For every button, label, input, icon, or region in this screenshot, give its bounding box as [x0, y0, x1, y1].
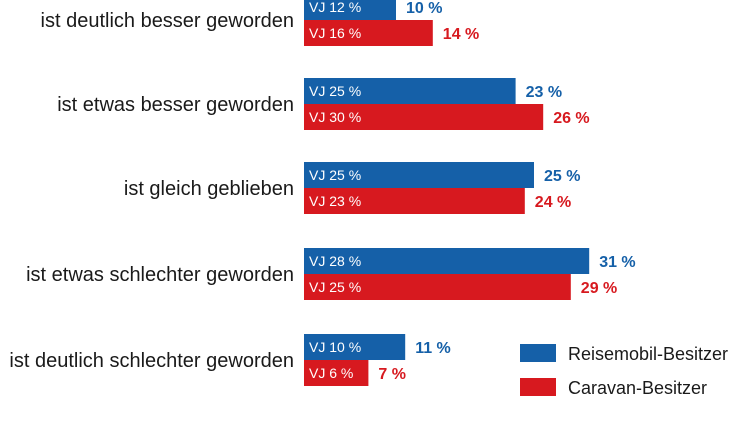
value-label: 29 %: [581, 280, 617, 297]
reisemobil-bar: [304, 78, 516, 104]
value-label: 23 %: [526, 84, 562, 101]
legend-swatch: [520, 344, 556, 362]
value-label: 31 %: [599, 254, 635, 271]
caravan-bar: [304, 274, 571, 300]
prev-year-label: VJ 12 %: [309, 0, 361, 15]
value-label: 11 %: [415, 340, 451, 357]
legend-label: Caravan-Besitzer: [568, 378, 707, 398]
category-label: ist etwas besser geworden: [57, 94, 294, 116]
legend-label: Reisemobil-Besitzer: [568, 344, 728, 364]
category-label: ist etwas schlechter geworden: [26, 264, 294, 286]
bars: VJ 12 % 10 % VJ 16 % 14 % VJ 25 % 23 % VJ 30 %…: [304, 0, 636, 386]
prev-year-label: VJ 25 %: [309, 279, 361, 295]
value-label: 26 %: [553, 110, 589, 127]
category-label: ist gleich geblieben: [124, 178, 294, 200]
caravan-bar: [304, 188, 525, 214]
value-label: 24 %: [535, 194, 571, 211]
prev-year-label: VJ 23 %: [309, 193, 361, 209]
value-label: 25 %: [544, 168, 580, 185]
value-label: 7 %: [378, 366, 406, 383]
prev-year-label: VJ 16 %: [309, 25, 361, 41]
value-label: 14 %: [443, 26, 479, 43]
prev-year-label: VJ 30 %: [309, 109, 361, 125]
reisemobil-bar: [304, 334, 406, 360]
prev-year-label: VJ 25 %: [309, 167, 361, 183]
legend-swatch: [520, 378, 556, 396]
reisemobil-bar: [304, 162, 534, 188]
legend: Reisemobil-Besitzer Caravan-Besitzer: [520, 344, 728, 398]
reisemobil-bar: [304, 248, 590, 274]
prev-year-label: VJ 28 %: [309, 253, 361, 269]
caravan-bar: [304, 360, 369, 386]
category-labels: ist deutlich besser geworden ist etwas be…: [9, 10, 294, 372]
category-label: ist deutlich besser geworden: [41, 10, 294, 32]
prev-year-label: VJ 6 %: [309, 365, 353, 381]
caravan-bar: [304, 104, 544, 130]
prev-year-label: VJ 25 %: [309, 83, 361, 99]
category-label: ist deutlich schlechter geworden: [9, 350, 294, 372]
prev-year-label: VJ 10 %: [309, 339, 361, 355]
value-label: 10 %: [406, 0, 442, 17]
reisemobil-bar: [304, 0, 396, 20]
caravan-bar: [304, 20, 433, 46]
